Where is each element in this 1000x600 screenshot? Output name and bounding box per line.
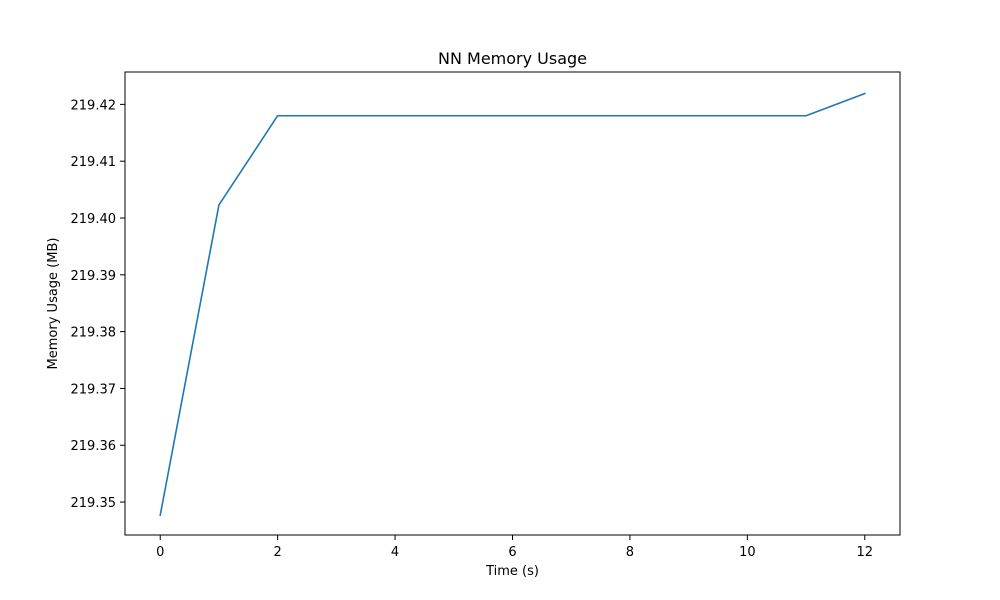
x-tick-label: 12	[856, 545, 873, 560]
x-tick-label: 8	[626, 545, 634, 560]
x-tick-label: 4	[391, 545, 399, 560]
y-tick-label: 219.35	[71, 496, 117, 511]
y-tick-label: 219.42	[71, 98, 117, 113]
y-tick-label: 219.39	[71, 269, 117, 284]
chart-title: NN Memory Usage	[438, 49, 587, 68]
x-tick-label: 10	[739, 545, 756, 560]
y-tick-label: 219.36	[71, 439, 117, 454]
y-tick-label: 219.41	[71, 155, 117, 170]
y-tick-label: 219.38	[71, 326, 117, 341]
x-tick-label: 2	[274, 545, 282, 560]
plot-area-frame	[124, 71, 901, 536]
y-tick-label: 219.40	[71, 212, 117, 227]
x-tick-label: 6	[508, 545, 516, 560]
series-line	[159, 92, 866, 517]
x-tick-label: 0	[156, 545, 164, 560]
y-axis-ticks: 219.35 219.36 219.37 219.38 219.39 219.40 219.…	[71, 98, 125, 511]
x-axis-label: Time (s)	[485, 564, 539, 579]
series-layer	[159, 92, 866, 517]
y-axis-label: Memory Usage (MB)	[46, 238, 61, 370]
x-axis-ticks: 0 2 4 6 8 10 12	[156, 535, 873, 560]
y-tick-label: 219.37	[71, 382, 117, 397]
